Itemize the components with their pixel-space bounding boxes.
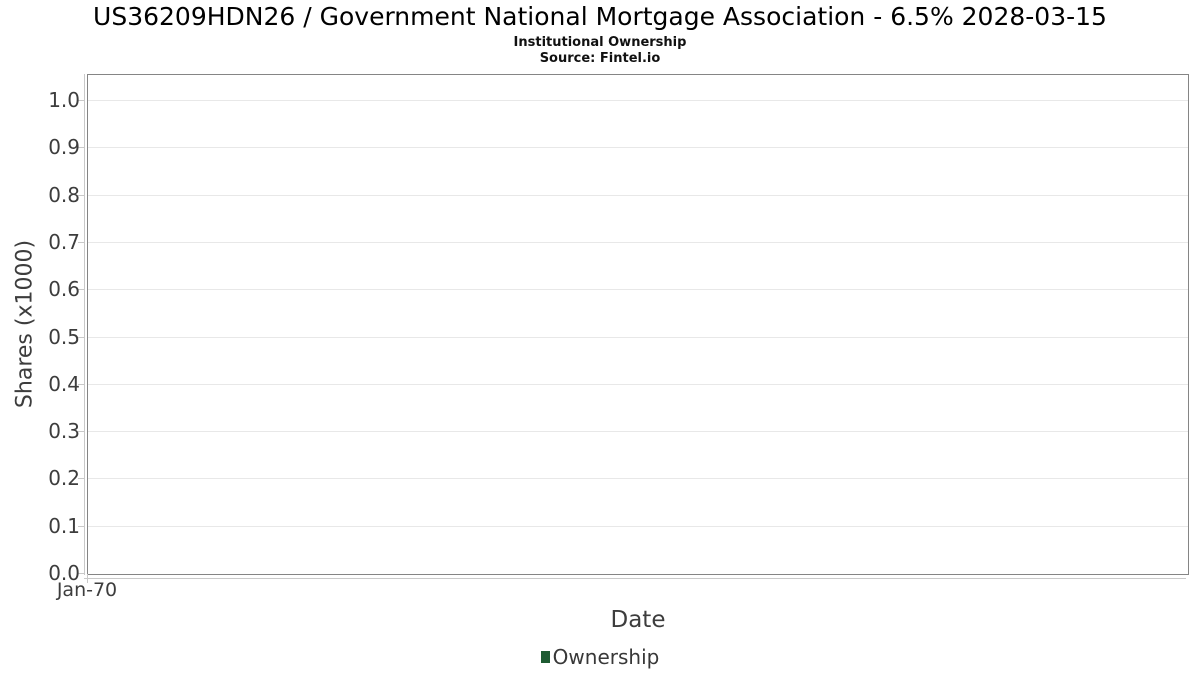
y-tick-label: 0.4 — [48, 371, 80, 396]
y-tick-mark — [78, 336, 84, 338]
y-tick-label: 0.1 — [48, 513, 80, 538]
gridline — [88, 241, 1188, 243]
gridline — [88, 289, 1188, 291]
y-tick-mark — [78, 478, 84, 480]
ownership-series-swatch-icon — [540, 651, 550, 663]
y-tick-label: 1.0 — [48, 88, 80, 113]
y-tick-label: 0.9 — [48, 135, 80, 160]
y-tick-label: 0.3 — [48, 419, 80, 444]
y-tick-label: 0.6 — [48, 277, 80, 302]
y-tick-mark — [78, 194, 84, 196]
y-tick-label: 0.2 — [48, 466, 80, 491]
gridline — [88, 431, 1188, 433]
y-tick-mark — [78, 147, 84, 149]
y-tick-mark — [78, 525, 84, 527]
gridline — [88, 525, 1188, 527]
x-tick-mark — [87, 574, 88, 583]
x-axis-title: Date — [610, 607, 666, 633]
y-tick-mark — [78, 431, 84, 433]
y-tick-label: 0.5 — [48, 324, 80, 349]
chart-subtitle: Institutional Ownership — [513, 35, 687, 50]
gridline — [88, 194, 1188, 196]
y-tick-mark — [78, 289, 84, 291]
legend-item-ownership[interactable]: Ownership — [0, 645, 1200, 669]
y-tick-label: 0.8 — [48, 182, 80, 207]
y-tick-label: 0.0 — [48, 561, 80, 585]
plot-area — [87, 74, 1189, 575]
y-tick-mark — [78, 241, 84, 243]
gridline — [88, 147, 1188, 149]
legend-ownership-label: Ownership — [552, 645, 660, 669]
y-tick-label: 0.7 — [48, 229, 80, 254]
gridline — [88, 336, 1188, 338]
x-axis-line — [84, 578, 1186, 579]
chart-title: US36209HDN26 / Government National Mortg… — [93, 2, 1107, 31]
gridline — [88, 383, 1188, 385]
y-axis-line — [84, 74, 85, 575]
y-tick-mark — [78, 573, 84, 574]
y-tick-mark — [78, 100, 84, 102]
y-tick-mark — [78, 383, 84, 385]
gridline — [88, 100, 1188, 102]
gridline — [88, 478, 1188, 480]
chart-source-note: Source: Fintel.io — [539, 51, 661, 66]
x-tick-label: Jan-70 — [56, 579, 118, 601]
